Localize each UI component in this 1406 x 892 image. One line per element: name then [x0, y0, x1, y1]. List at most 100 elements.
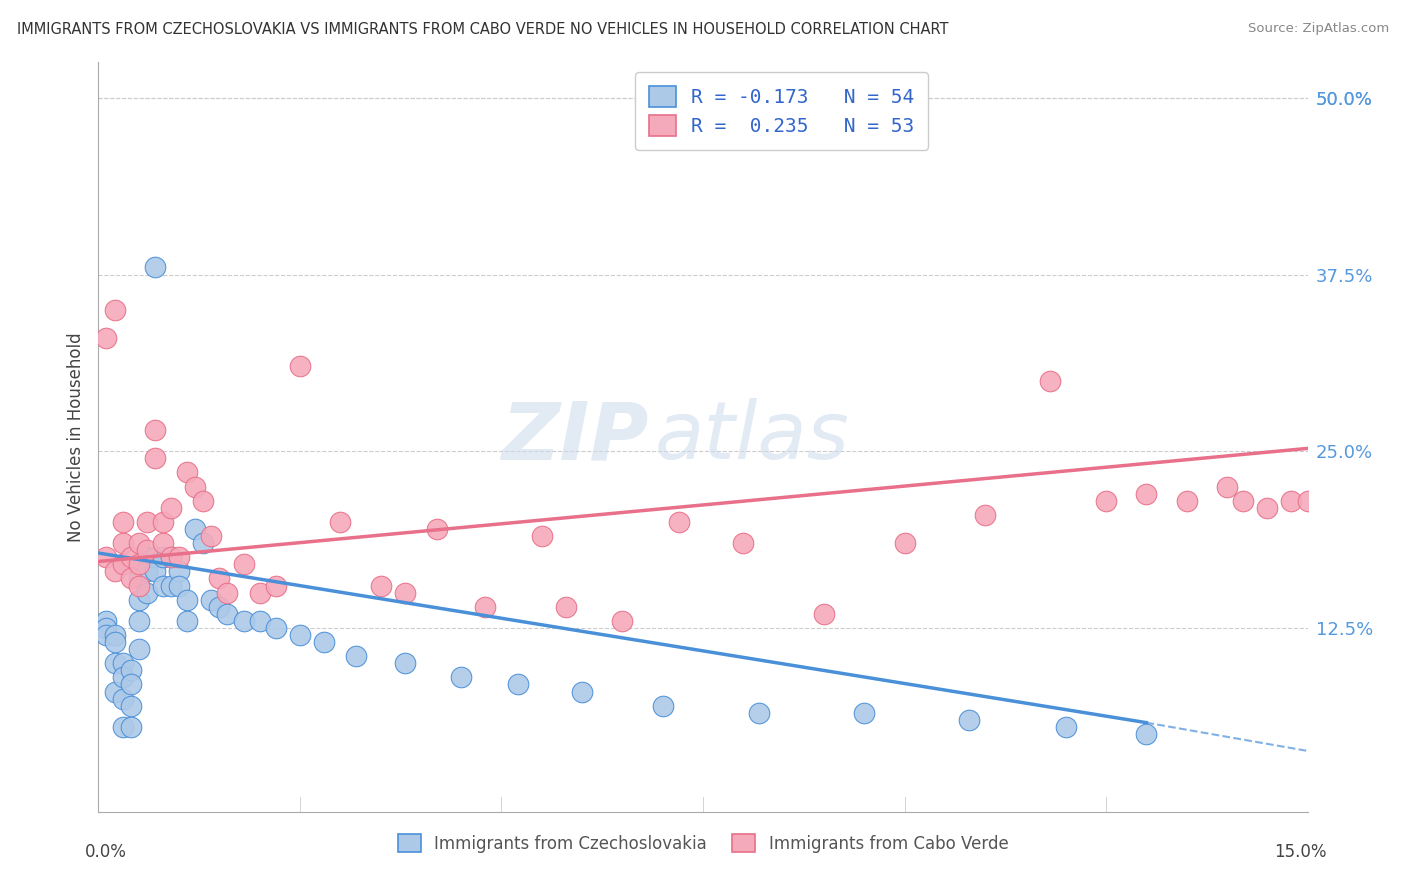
Point: [193, 493, 215, 508]
Point: [176, 592, 198, 607]
Point: [96, 331, 118, 345]
Point: [651, 698, 673, 713]
Point: [1256, 500, 1278, 515]
Point: [813, 607, 835, 621]
Point: [167, 550, 190, 565]
Text: atlas: atlas: [655, 398, 849, 476]
Point: [217, 585, 239, 599]
Point: [249, 614, 271, 628]
Point: [128, 592, 150, 607]
Point: [974, 508, 997, 522]
Point: [474, 599, 496, 614]
Point: [344, 649, 367, 664]
Point: [152, 550, 174, 565]
Point: [748, 706, 770, 720]
Point: [103, 565, 125, 579]
Point: [135, 565, 157, 579]
Text: 0.0%: 0.0%: [84, 843, 127, 861]
Point: [152, 578, 174, 592]
Point: [128, 642, 150, 657]
Point: [135, 550, 157, 565]
Point: [111, 720, 134, 734]
Point: [208, 571, 231, 585]
Point: [103, 635, 125, 649]
Point: [288, 359, 311, 374]
Point: [668, 515, 690, 529]
Point: [103, 628, 125, 642]
Point: [160, 550, 183, 565]
Point: [160, 550, 183, 565]
Legend: Immigrants from Czechoslovakia, Immigrants from Cabo Verde: Immigrants from Czechoslovakia, Immigran…: [391, 828, 1015, 860]
Point: [160, 578, 183, 592]
Point: [143, 423, 166, 437]
Point: [1216, 479, 1239, 493]
Point: [1135, 486, 1157, 500]
Point: [184, 479, 207, 493]
Point: [450, 670, 472, 684]
Point: [128, 614, 150, 628]
Point: [426, 522, 449, 536]
Point: [314, 635, 336, 649]
Point: [232, 558, 254, 572]
Point: [249, 585, 271, 599]
Point: [176, 466, 198, 480]
Point: [103, 302, 125, 317]
Point: [1281, 493, 1303, 508]
Point: [120, 571, 142, 585]
Point: [103, 684, 125, 698]
Point: [143, 565, 166, 579]
Point: [1095, 493, 1118, 508]
Point: [167, 565, 190, 579]
Point: [143, 260, 166, 275]
Point: [200, 592, 222, 607]
Point: [128, 558, 150, 572]
Point: [957, 713, 980, 727]
Point: [1232, 493, 1254, 508]
Point: [120, 698, 142, 713]
Point: [111, 515, 134, 529]
Point: [143, 451, 166, 466]
Point: [135, 515, 157, 529]
Point: [217, 607, 239, 621]
Point: [1039, 374, 1062, 388]
Point: [143, 550, 166, 565]
Point: [120, 550, 142, 565]
Point: [128, 578, 150, 592]
Point: [160, 500, 183, 515]
Point: [1175, 493, 1198, 508]
Point: [96, 550, 118, 565]
Text: IMMIGRANTS FROM CZECHOSLOVAKIA VS IMMIGRANTS FROM CABO VERDE NO VEHICLES IN HOUS: IMMIGRANTS FROM CZECHOSLOVAKIA VS IMMIGR…: [17, 22, 949, 37]
Point: [264, 621, 287, 635]
Point: [135, 543, 157, 558]
Point: [1296, 493, 1319, 508]
Point: [96, 621, 118, 635]
Point: [200, 529, 222, 543]
Point: [394, 585, 416, 599]
Point: [394, 657, 416, 671]
Point: [120, 664, 142, 678]
Text: Source: ZipAtlas.com: Source: ZipAtlas.com: [1249, 22, 1389, 36]
Point: [128, 536, 150, 550]
Point: [120, 677, 142, 691]
Point: [370, 578, 392, 592]
Point: [733, 536, 755, 550]
Point: [232, 614, 254, 628]
Point: [152, 515, 174, 529]
Point: [184, 522, 207, 536]
Point: [167, 578, 190, 592]
Point: [288, 628, 311, 642]
Point: [329, 515, 352, 529]
Point: [128, 571, 150, 585]
Point: [120, 720, 142, 734]
Point: [111, 657, 134, 671]
Point: [1135, 727, 1157, 741]
Point: [893, 536, 915, 550]
Point: [506, 677, 529, 691]
Point: [612, 614, 634, 628]
Point: [103, 657, 125, 671]
Point: [193, 536, 215, 550]
Y-axis label: No Vehicles in Household: No Vehicles in Household: [66, 332, 84, 542]
Point: [571, 684, 593, 698]
Point: [96, 628, 118, 642]
Point: [530, 529, 553, 543]
